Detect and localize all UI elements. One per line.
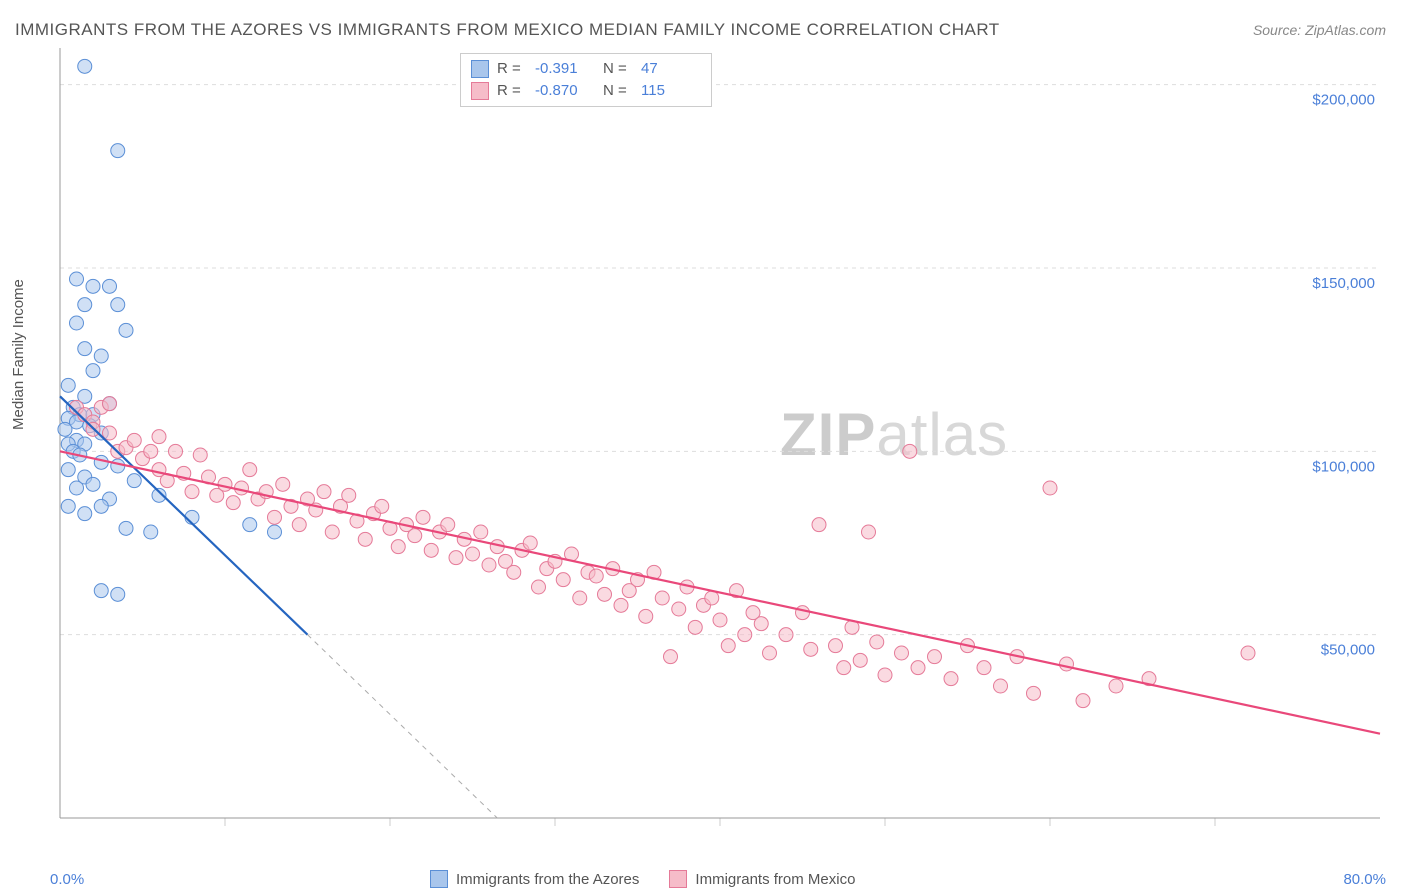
legend-item-azores: Immigrants from the Azores — [430, 870, 639, 888]
legend-row-azores: R = -0.391 N = 47 — [471, 58, 701, 80]
y-axis-label: Median Family Income — [10, 279, 27, 430]
svg-text:$200,000: $200,000 — [1312, 92, 1375, 109]
svg-text:$50,000: $50,000 — [1321, 642, 1375, 659]
legend-row-mexico: R = -0.870 N = 115 — [471, 80, 701, 102]
chart-container: $50,000 $100,000 $150,000 $200,000 — [50, 48, 1390, 838]
chart-title: IMMIGRANTS FROM THE AZORES VS IMMIGRANTS… — [15, 20, 1000, 40]
legend-series: Immigrants from the Azores Immigrants fr… — [430, 870, 855, 888]
r-value-mexico: -0.870 — [535, 80, 595, 102]
r-label: R = — [497, 58, 527, 80]
series-label-azores: Immigrants from the Azores — [456, 871, 639, 888]
swatch-mexico — [669, 870, 687, 888]
source-attribution: Source: ZipAtlas.com — [1253, 22, 1386, 38]
r-label: R = — [497, 80, 527, 102]
svg-text:$100,000: $100,000 — [1312, 458, 1375, 475]
swatch-azores — [430, 870, 448, 888]
series-label-mexico: Immigrants from Mexico — [695, 871, 855, 888]
n-value-azores: 47 — [641, 58, 701, 80]
x-axis-max: 80.0% — [1343, 871, 1386, 888]
r-value-azores: -0.391 — [535, 58, 595, 80]
scatter-chart: $50,000 $100,000 $150,000 $200,000 — [50, 48, 1390, 838]
n-label: N = — [603, 58, 633, 80]
x-axis-min: 0.0% — [50, 871, 84, 888]
svg-text:$150,000: $150,000 — [1312, 275, 1375, 292]
swatch-mexico — [471, 82, 489, 100]
legend-correlation: R = -0.391 N = 47 R = -0.870 N = 115 — [460, 53, 712, 107]
swatch-azores — [471, 60, 489, 78]
n-value-mexico: 115 — [641, 80, 701, 102]
n-label: N = — [603, 80, 633, 102]
legend-item-mexico: Immigrants from Mexico — [669, 870, 855, 888]
